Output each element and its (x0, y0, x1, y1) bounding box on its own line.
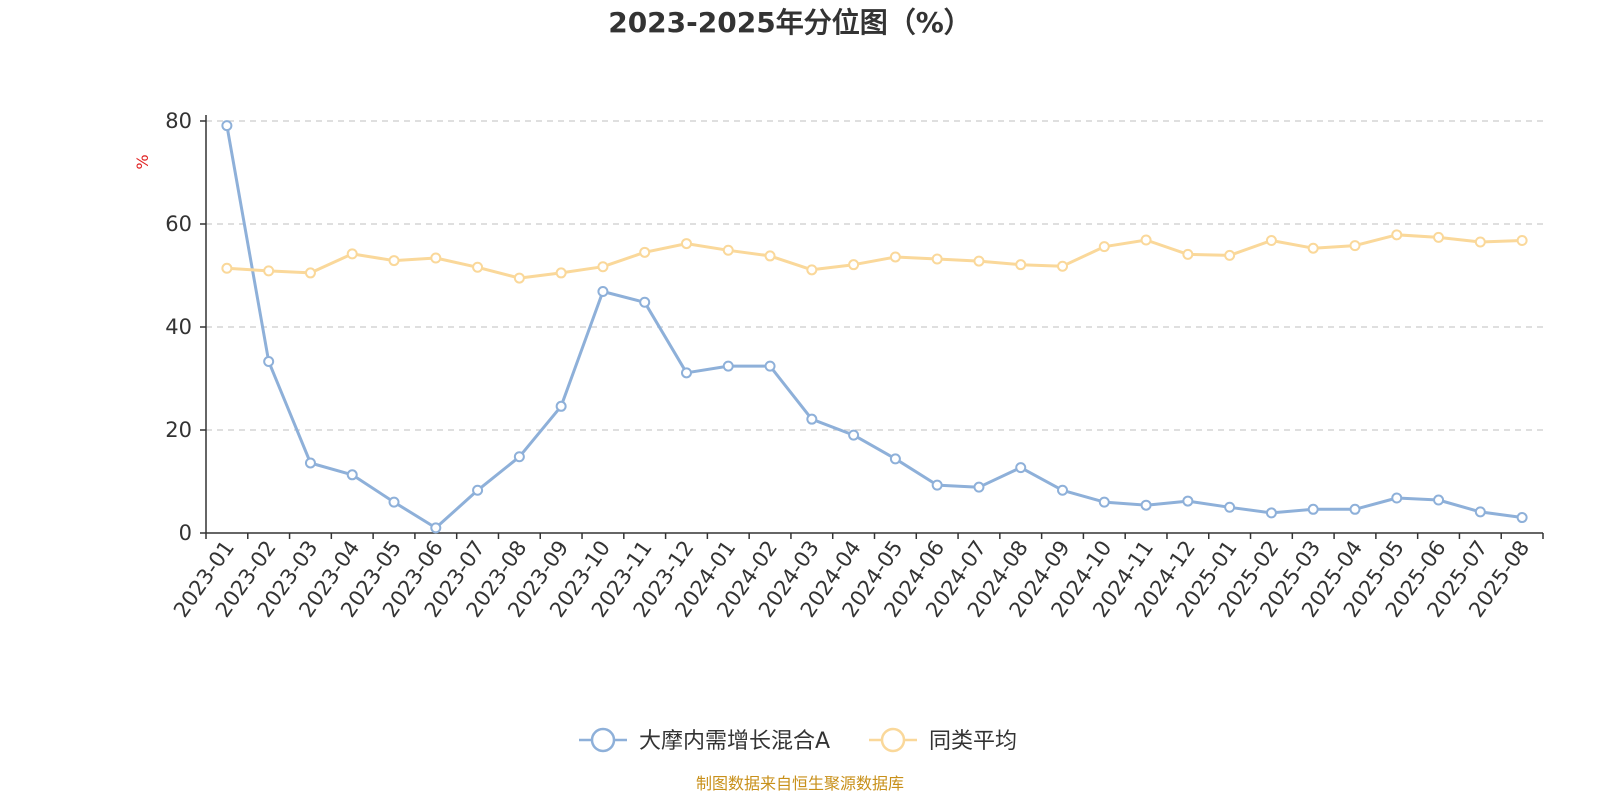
data-point (555, 400, 567, 412)
legend-label: 同类平均 (929, 729, 1017, 754)
data-point (1098, 496, 1110, 508)
data-point (1516, 512, 1528, 524)
data-point (1307, 242, 1319, 254)
data-point (513, 272, 525, 284)
x-tick-labels: 2023-012023-022023-032023-042023-052023-… (169, 536, 1534, 622)
series-lines (221, 120, 1528, 534)
data-point (1182, 495, 1194, 507)
data-point (806, 264, 818, 276)
data-point (1098, 241, 1110, 253)
data-point (1391, 229, 1403, 241)
data-point (764, 250, 776, 262)
data-point (1140, 234, 1152, 246)
data-point (304, 457, 316, 469)
data-point (639, 296, 651, 308)
data-point (472, 261, 484, 273)
data-point (1349, 240, 1361, 252)
data-point (472, 484, 484, 496)
data-point (221, 120, 233, 132)
data-point (1224, 249, 1236, 261)
data-point (1433, 494, 1445, 506)
y-tick-label: 0 (179, 521, 192, 545)
data-point (931, 253, 943, 265)
data-point (639, 246, 651, 258)
data-point (1474, 506, 1486, 518)
data-point (430, 252, 442, 264)
data-point (1057, 484, 1069, 496)
data-point (1015, 259, 1027, 271)
axes (205, 115, 1544, 539)
legend-marker (590, 727, 616, 753)
data-point (1433, 231, 1445, 243)
grid-lines (200, 120, 1543, 534)
data-point (1349, 503, 1361, 515)
data-point (1182, 248, 1194, 260)
data-point (1140, 499, 1152, 511)
y-tick-label: 60 (165, 212, 192, 236)
data-point (973, 481, 985, 493)
legend[interactable]: 大摩内需增长混合A 同类平均 (579, 727, 1017, 754)
data-point (680, 238, 692, 250)
data-point (1265, 234, 1277, 246)
data-point (513, 451, 525, 463)
y-axis-unit-label: % (133, 154, 152, 169)
data-point (1516, 234, 1528, 246)
data-point (388, 255, 400, 267)
data-point (597, 285, 609, 297)
data-point (680, 367, 692, 379)
data-point (263, 265, 275, 277)
data-point (1474, 236, 1486, 248)
data-point (555, 267, 567, 279)
data-point (597, 261, 609, 273)
legend-marker (880, 727, 906, 753)
data-point (1307, 503, 1319, 515)
data-point (1015, 462, 1027, 474)
data-point (973, 255, 985, 267)
data-point (346, 469, 358, 481)
data-point (346, 248, 358, 260)
data-point (722, 244, 734, 256)
data-point (1391, 492, 1403, 504)
data-point (806, 413, 818, 425)
data-point (764, 360, 776, 372)
data-point (1224, 501, 1236, 513)
data-point (263, 356, 275, 368)
data-point (221, 262, 233, 274)
data-point (931, 479, 943, 491)
series-line (225, 125, 1523, 530)
legend-label: 大摩内需增长混合A (639, 729, 830, 754)
data-point (304, 267, 316, 279)
y-tick-label: 20 (165, 418, 192, 442)
data-point (848, 429, 860, 441)
data-point (889, 251, 901, 263)
series-line (226, 233, 1523, 280)
y-tick-labels: 0 20 40 60 80 (165, 109, 192, 545)
data-point (1265, 507, 1277, 519)
chart-title: 2023-2025年分位图（%） (608, 6, 972, 39)
y-tick-label: 80 (165, 109, 192, 133)
data-point (1057, 260, 1069, 272)
data-point (430, 522, 442, 534)
data-point (722, 360, 734, 372)
data-point (388, 496, 400, 508)
data-point (889, 453, 901, 465)
data-point (848, 259, 860, 271)
y-tick-label: 40 (165, 315, 192, 339)
data-source-note: 制图数据来自恒生聚源数据库 (696, 774, 904, 793)
